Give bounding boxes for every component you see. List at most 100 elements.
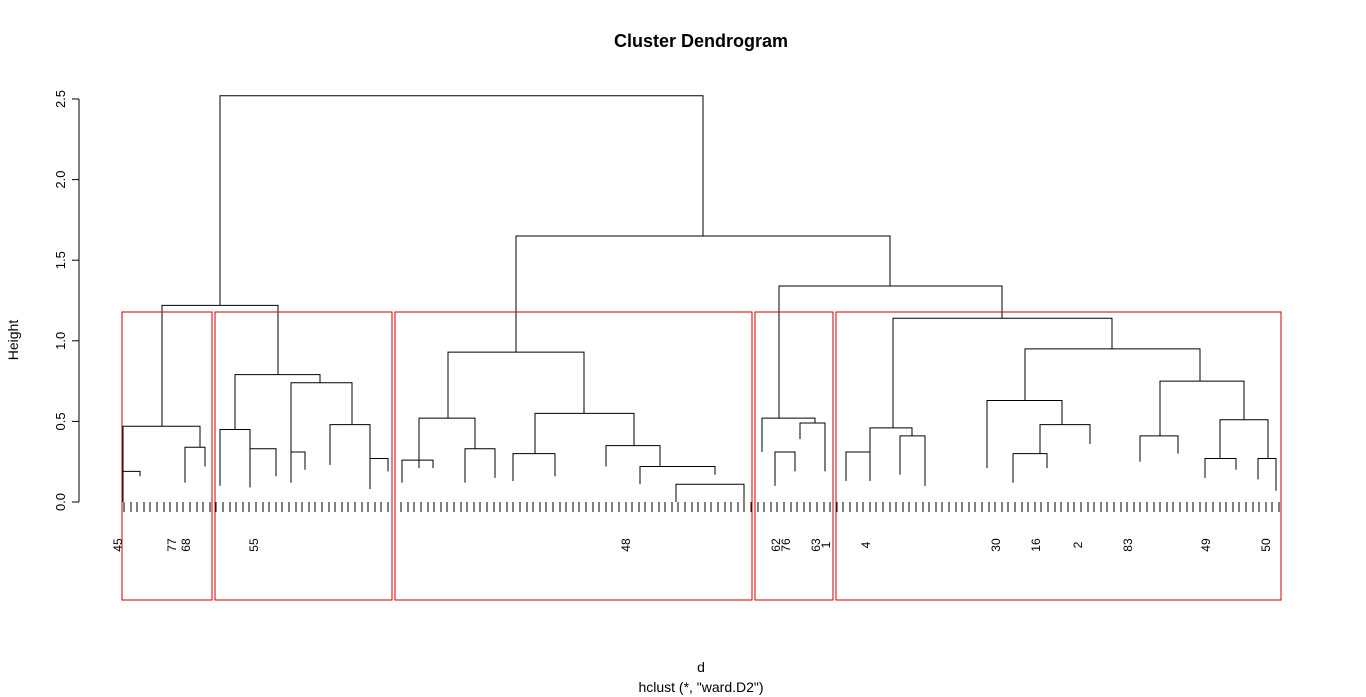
merge-node [464,448,496,483]
merge-branch [1024,348,1201,401]
merge-branch [845,451,871,482]
leaf-label: 1 [819,541,833,548]
leaf-label: 2 [1071,541,1085,548]
y-tick-label: 0.0 [53,493,68,511]
cluster-rect [835,311,1282,601]
merge-branch [1012,453,1048,483]
leaf-label: 49 [1199,538,1213,552]
merge-branch [675,483,745,502]
merge-node [675,483,745,502]
merge-branch [1204,457,1237,478]
y-tick-label: 2.5 [53,90,68,108]
merge-node [219,95,704,306]
merge-branch [122,470,141,502]
merge-node [1257,457,1277,491]
merge-node [329,424,371,465]
merge-branch [761,417,816,453]
merge-node [234,374,321,430]
merge-branch [161,304,279,427]
y-tick-label: 0.5 [53,412,68,430]
merge-branch [249,448,277,488]
merge-branch [290,451,306,483]
merge-node [122,425,201,472]
merge-branch [515,235,891,353]
merge-branch [799,422,826,472]
merge-branch [1039,424,1091,454]
merge-node [605,445,661,467]
merge-node [1012,453,1048,483]
merge-branch [1257,457,1277,491]
y-tick-label: 1.5 [53,251,68,269]
y-tick-label: 2.0 [53,171,68,189]
leaf-label: 4 [859,541,873,548]
cluster-rect [394,311,753,601]
merge-node [1204,457,1237,478]
merge-node [778,285,1003,419]
merge-node [290,451,306,483]
merge-branch [986,399,1063,469]
merge-branch [1159,380,1245,436]
merge-branch [290,382,353,453]
merge-branch [534,412,635,454]
y-axis: 0.0 0.5 1.0 1.5 2.0 2.5 [53,90,80,511]
leaf-label: 55 [247,538,261,552]
cluster-rect [754,311,834,601]
merge-node [1139,435,1179,462]
merge-branch [219,428,251,486]
merge-node [249,448,277,488]
chart-title: Cluster Dendrogram [614,31,788,51]
merge-branch [369,457,389,490]
merge-node [290,382,353,453]
merge-branch [778,285,1003,419]
merge-branch [774,451,796,486]
leaf-label: 83 [1121,538,1135,552]
cluster-rect [214,311,393,601]
y-tick-label: 1.0 [53,332,68,350]
merge-branch [899,435,926,486]
merge-node [122,470,141,502]
leaf-label: 77 [165,538,179,552]
merge-node [892,317,1113,428]
merge-branch [892,317,1113,428]
method-sublabel: hclust (*, "ward.D2") [638,679,763,695]
merge-node [774,451,796,486]
merge-branch [605,445,661,467]
merge-node [515,235,891,353]
cluster-rect [121,311,213,601]
merge-node [512,453,556,482]
merge-branch [418,417,476,469]
leaf-label: 48 [619,538,633,552]
merge-node [1219,419,1269,459]
leaf-label: 76 [779,538,793,552]
merge-branch [869,427,913,453]
merge-node [184,446,206,483]
merge-branch [464,448,496,483]
merge-node [401,459,434,483]
merge-node [899,435,926,486]
merge-node [799,422,826,472]
merge-node [1024,348,1201,401]
merge-node [869,427,913,453]
merge-node [447,351,585,419]
cluster-highlight-rects [121,311,1282,601]
merge-branch [1139,435,1179,462]
merge-node [639,466,716,485]
dendrogram-tree [122,95,1280,512]
merge-branch [512,453,556,482]
merge-node [761,417,816,453]
merge-branch [639,466,716,485]
merge-branch [219,95,704,306]
leaf-label: 45 [111,538,125,552]
leaf-label: 30 [989,538,1003,552]
merge-branch [122,425,201,472]
merge-branch [447,351,585,419]
merge-node [161,304,279,427]
merge-node [418,417,476,469]
y-axis-label: Height [5,320,21,361]
merge-branch [401,459,434,483]
merge-branch [1219,419,1269,459]
leaf-label: 16 [1029,538,1043,552]
merge-branch [234,374,321,430]
